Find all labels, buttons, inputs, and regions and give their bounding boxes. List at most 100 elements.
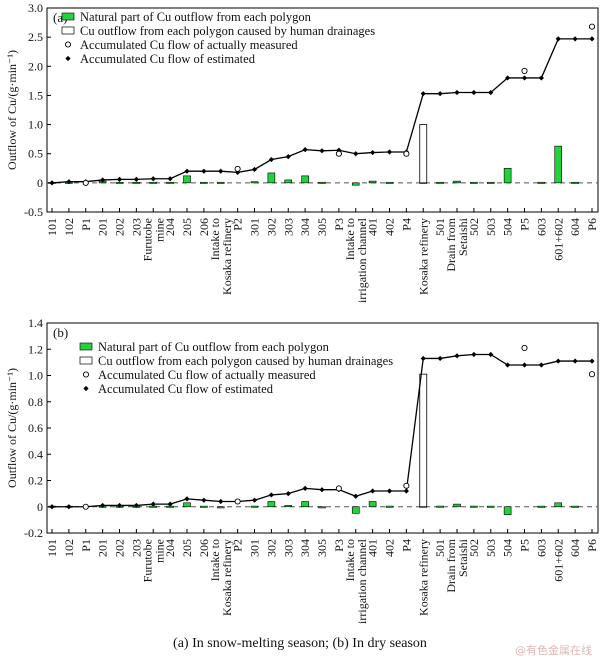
estimated-point [572, 358, 578, 364]
x-tick-label: 202 [113, 218, 127, 236]
x-tick-label-group: 201 [96, 539, 110, 557]
x-tick-label: 202 [113, 539, 127, 557]
measured-point [234, 498, 241, 505]
x-tick-label: 603 [534, 539, 548, 557]
natural-bar [284, 505, 293, 508]
measured-point [588, 371, 596, 378]
x-tick-label: 102 [62, 218, 76, 236]
x-tick-label: 504 [501, 539, 515, 557]
natural-bar [470, 505, 478, 508]
estimated-point [49, 180, 55, 186]
y-tick-label: 0.4 [28, 447, 43, 461]
measured-point [403, 150, 410, 157]
x-tick-label: 601+602 [551, 218, 565, 261]
estimated-point [116, 176, 123, 182]
x-tick-label: Intake to [208, 539, 222, 581]
measured-point [82, 179, 89, 186]
x-tick-label: 204 [163, 539, 177, 557]
x-tick-label-group: 502 [467, 218, 481, 236]
x-tick-label: 206 [197, 218, 211, 236]
x-tick-label-group: 503 [484, 218, 498, 236]
chart-panel-b: -0.2 0 0.2 0.4 0.6 0.8 1.0 1.2 1.4 Outflow of Cu/… [5, 316, 599, 624]
x-tick-label: 502 [467, 218, 481, 236]
x-tick-label: Furutobe [140, 539, 154, 582]
x-tick-label-group: 202 [113, 218, 127, 236]
x-tick-label: P4 [399, 539, 413, 552]
x-tick-label: 501 [433, 218, 447, 236]
estimated-point [386, 149, 393, 155]
y-tick-label: 0.5 [28, 147, 43, 161]
x-tick-label-group: P1 [79, 539, 93, 552]
x-tick-label: P5 [518, 218, 532, 231]
x-tick-label-group: 603 [534, 539, 548, 557]
natural-bar [537, 181, 546, 184]
x-tick-label-group: 204 [163, 539, 177, 557]
x-tick-label-group: 501 [433, 539, 447, 557]
measured-point [335, 150, 342, 157]
x-tick-label-group: 206 [197, 539, 211, 557]
estimated-point [268, 492, 274, 498]
x-tick-label: 303 [281, 218, 295, 236]
x-tick-label: 301 [248, 218, 262, 236]
estimated-point [100, 177, 106, 183]
estimated-point [589, 36, 595, 42]
x-tick-label: 101 [45, 539, 59, 557]
natural-bar [267, 501, 276, 508]
natural-bar [200, 181, 208, 184]
legend-swatch-human [79, 356, 93, 365]
legend-label: Cu outflow from each polygon caused by h… [98, 354, 393, 368]
natural-bar [436, 505, 444, 508]
estimated-point [454, 89, 460, 96]
x-tick-label-group: 501 [433, 218, 447, 236]
y-axis-label: Outflow of Cu/(g·min⁻¹) [5, 368, 19, 488]
x-tick-label-group: 302 [264, 539, 278, 557]
legend-swatch-estimated [65, 55, 71, 62]
estimated-point [353, 493, 359, 499]
estimated-point [285, 491, 291, 497]
x-tick-label: irrigation channel [355, 538, 369, 624]
estimated-point [538, 75, 544, 81]
x-tick-label-group: 601+602 [551, 539, 565, 582]
x-tick-label: Kosaka refinery [220, 218, 234, 295]
x-tick-label: 201 [96, 539, 110, 557]
y-tick-label: -0.2 [24, 526, 43, 540]
x-tick-label-group: P4 [399, 539, 413, 552]
estimated-point [49, 504, 55, 510]
x-tick-label: Drain from [444, 538, 458, 592]
x-tick-label: 203 [129, 218, 143, 236]
natural-bar [216, 181, 225, 184]
x-tick-label-group: P1 [79, 218, 93, 231]
y-tick-label: 1.0 [28, 369, 43, 383]
x-tick-label: Intake to [343, 539, 357, 581]
estimated-point [201, 168, 207, 174]
estimated-point [437, 91, 443, 97]
legend-swatch-measured [82, 371, 90, 378]
natural-bar [486, 505, 495, 508]
estimated-point [555, 36, 561, 42]
x-tick-label: 504 [501, 218, 515, 236]
x-tick-label-group: P6 [585, 539, 599, 552]
estimated-point [403, 488, 409, 494]
estimated-point [488, 89, 494, 96]
x-tick-label: 401 [366, 218, 380, 236]
y-tick-label: 0.6 [28, 421, 43, 435]
y-tick-label: 0 [37, 176, 43, 190]
y-tick-label: 0 [37, 500, 43, 514]
estimated-point [471, 351, 477, 358]
natural-bar [470, 181, 478, 184]
x-tick-label-group: P5 [518, 218, 532, 231]
natural-bar [453, 503, 461, 508]
measured-point [82, 503, 89, 510]
y-tick-label: 3.0 [28, 1, 43, 15]
estimated-point [116, 502, 123, 509]
estimated-point [319, 148, 325, 154]
estimated-point [454, 353, 460, 359]
estimated-point [589, 358, 595, 364]
x-tick-label: 402 [383, 218, 397, 236]
x-tick-label: 401 [366, 539, 380, 557]
estimated-point [302, 485, 308, 491]
